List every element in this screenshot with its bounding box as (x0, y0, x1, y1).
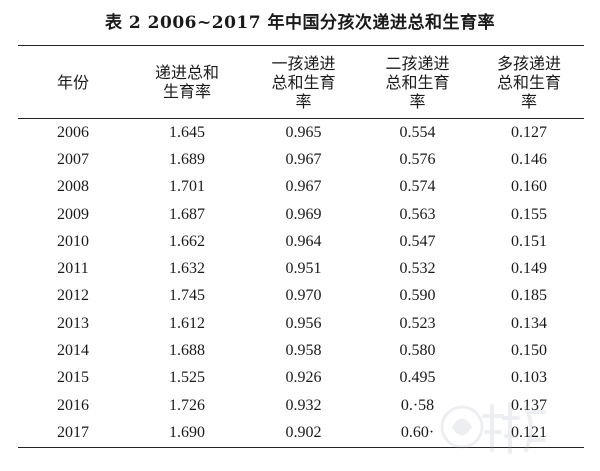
cell-second: 0.547 (399, 232, 436, 250)
cell-year: 2008 (57, 178, 89, 196)
table-row: 2011 1.632 0.951 0.532 0.149 (18, 255, 584, 282)
cell-second: 0.576 (399, 150, 436, 168)
header-multi-line-2: 总和生育 (496, 72, 561, 92)
cell-total: 1.645 (169, 123, 205, 141)
cell-first: 0.956 (285, 314, 322, 332)
cell-year: 2014 (57, 342, 89, 360)
header-total-line-1: 递进总和 (154, 63, 219, 82)
header-second-line-2: 总和生育 (385, 72, 450, 92)
cell-first: 0.969 (285, 205, 322, 223)
cell-multi: 0.103 (511, 369, 547, 387)
cell-second: 0.60· (400, 423, 435, 441)
header-second-line-3: 率 (409, 91, 426, 111)
cell-total: 1.632 (169, 260, 205, 278)
header-multi-line-3: 率 (520, 91, 537, 111)
table-row: 2013 1.612 0.956 0.523 0.134 (18, 310, 584, 337)
cell-multi: 0.155 (511, 205, 547, 223)
cell-total: 1.701 (169, 178, 205, 196)
cell-year: 2012 (57, 287, 89, 305)
cell-second: 0.554 (399, 123, 436, 141)
cell-multi: 0.127 (511, 123, 547, 141)
cell-year: 2009 (57, 205, 89, 223)
cell-total: 1.687 (169, 205, 205, 223)
cell-year: 2013 (57, 314, 89, 332)
header-multi-line-1: 多孩递进 (496, 53, 561, 73)
table-row: 2007 1.689 0.967 0.576 0.146 (18, 146, 584, 173)
cell-multi: 0.149 (511, 260, 547, 278)
table-row: 2014 1.688 0.958 0.580 0.150 (18, 337, 584, 364)
cell-second: 0.563 (399, 205, 436, 223)
cell-multi: 0.185 (511, 287, 547, 305)
cell-year: 2017 (57, 423, 89, 441)
cell-total: 1.690 (169, 423, 205, 441)
cell-second: 0.580 (399, 342, 436, 360)
table-row: 2008 1.701 0.967 0.574 0.160 (18, 174, 584, 201)
cell-first: 0.967 (285, 178, 322, 196)
cell-first: 0.965 (285, 123, 322, 141)
cell-multi: 0.146 (511, 150, 547, 168)
cell-year: 2006 (57, 123, 89, 141)
cell-total: 1.689 (169, 150, 205, 168)
cell-total: 1.612 (169, 314, 205, 332)
header-second-line-1: 二孩递进 (385, 53, 450, 73)
cell-year: 2015 (57, 369, 89, 387)
cell-total: 1.525 (169, 369, 205, 387)
cell-second: 0.574 (399, 178, 436, 196)
table-row: 2016 1.726 0.932 0.·58 0.137 (18, 392, 584, 419)
header-total-line-2: 生育率 (162, 82, 211, 101)
cell-first: 0.967 (285, 150, 322, 168)
header-year: 年份 (18, 46, 128, 119)
table-row: 2017 1.690 0.902 0.60· 0.121 (18, 419, 584, 448)
fertility-rate-table: 年份 递进总和 生育率 一孩递进 总和生育 率 二孩递进 总和生育 率 多孩递进… (18, 45, 584, 448)
table-row: 2015 1.525 0.926 0.495 0.103 (18, 365, 584, 392)
table-row: 2006 1.645 0.965 0.554 0.127 (18, 119, 584, 147)
header-first-line-2: 总和生育 (271, 72, 336, 92)
cell-total: 1.688 (169, 342, 205, 360)
cell-year: 2011 (57, 260, 89, 278)
header-first-line-3: 率 (295, 91, 312, 111)
header-first-child-rate: 一孩递进 总和生育 率 (246, 46, 361, 119)
cell-second: 0.523 (399, 314, 436, 332)
table-title: 表 2 2006~2017 年中国分孩次递进总和生育率 (105, 13, 495, 33)
header-second-child-rate: 二孩递进 总和生育 率 (361, 46, 474, 119)
cell-year: 2007 (57, 150, 89, 168)
cell-year: 2016 (57, 396, 89, 414)
cell-multi: 0.134 (511, 314, 547, 332)
header-total-rate: 递进总和 生育率 (128, 46, 246, 119)
cell-first: 0.958 (285, 342, 322, 360)
cell-year: 2010 (57, 232, 89, 250)
cell-total: 1.726 (169, 396, 205, 414)
header-first-line-1: 一孩递进 (271, 53, 336, 73)
cell-multi: 0.137 (511, 396, 547, 414)
cell-second: 0.532 (399, 260, 436, 278)
cell-first: 0.970 (285, 287, 322, 305)
cell-total: 1.662 (169, 232, 205, 250)
table-row: 2009 1.687 0.969 0.563 0.155 (18, 201, 584, 228)
header-multi-child-rate: 多孩递进 总和生育 率 (474, 46, 584, 119)
table-header-row: 年份 递进总和 生育率 一孩递进 总和生育 率 二孩递进 总和生育 率 多孩递进… (18, 45, 584, 119)
cell-total: 1.745 (169, 287, 205, 305)
cell-multi: 0.151 (511, 232, 547, 250)
cell-first: 0.932 (285, 396, 322, 414)
cell-multi: 0.150 (511, 342, 547, 360)
cell-first: 0.902 (285, 423, 322, 441)
table-row: 2010 1.662 0.964 0.547 0.151 (18, 228, 584, 255)
cell-multi: 0.160 (511, 178, 547, 196)
header-year-line: 年份 (56, 72, 89, 92)
cell-multi: 0.121 (511, 423, 547, 441)
cell-second: 0.590 (399, 287, 436, 305)
table-row: 2012 1.745 0.970 0.590 0.185 (18, 283, 584, 310)
cell-first: 0.964 (285, 232, 322, 250)
cell-first: 0.951 (285, 260, 322, 278)
cell-second: 0.495 (399, 369, 436, 387)
cell-second: 0.·58 (400, 396, 435, 414)
cell-first: 0.926 (285, 369, 322, 387)
